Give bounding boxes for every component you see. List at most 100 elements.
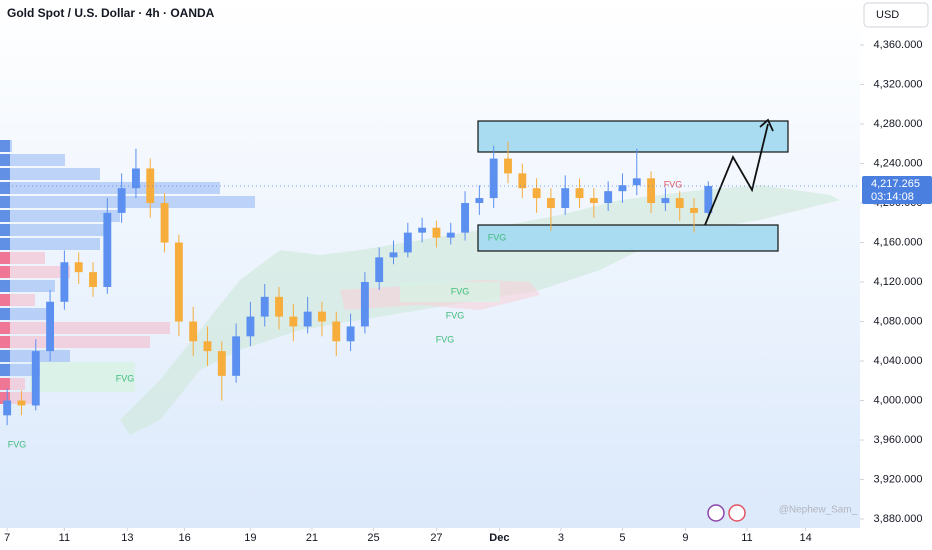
volume-bar (0, 210, 10, 222)
candle-body (575, 188, 584, 199)
y-tick-label: 3,960.000 (874, 434, 923, 446)
candle-body (103, 212, 112, 287)
volume-bar (0, 238, 100, 250)
candle-body (418, 227, 427, 233)
volume-bar (0, 280, 55, 292)
candle-body (589, 198, 598, 204)
price-axis (860, 0, 932, 550)
candle-body (504, 158, 512, 174)
candle-body (17, 400, 26, 406)
y-tick-label: 4,000.000 (874, 394, 923, 406)
candle-body (174, 242, 183, 322)
candle-body (232, 336, 241, 376)
fvg-label: FVG (116, 373, 135, 383)
candle-body (318, 311, 326, 322)
volume-bar (0, 140, 10, 152)
candle-body (74, 262, 83, 273)
candle-body (675, 198, 684, 208)
volume-bar (0, 364, 10, 376)
y-tick-label: 4,240.000 (874, 157, 923, 169)
candle-body (275, 296, 283, 317)
candle-body (246, 316, 255, 337)
volume-bar (0, 322, 170, 334)
x-tick-label: 3 (558, 532, 564, 544)
y-tick-label: 4,320.000 (874, 78, 923, 90)
candle-body (632, 178, 641, 186)
y-tick-label: 3,880.000 (874, 513, 923, 525)
volume-bar (0, 322, 10, 334)
candle-body (117, 188, 126, 213)
candle-body (217, 351, 226, 376)
candle-body (546, 198, 555, 208)
x-tick-label: 9 (682, 532, 688, 544)
volume-bar (0, 266, 70, 278)
candle-body (446, 232, 455, 238)
candle-body (475, 198, 484, 204)
volume-bar (0, 252, 45, 264)
candle-body (60, 262, 69, 302)
candle-body (432, 227, 441, 238)
candle-body (160, 203, 169, 243)
projection-arrow (704, 123, 769, 226)
y-tick-label: 3,920.000 (874, 473, 923, 485)
candle-body (704, 185, 713, 213)
event-icon[interactable] (707, 504, 725, 522)
fvg-zone (30, 362, 135, 392)
volume-bar (0, 210, 120, 222)
volume-bar (0, 294, 10, 306)
last-price-box (862, 175, 932, 204)
fvg-zone (400, 282, 500, 302)
candle-body (346, 326, 355, 342)
volume-bar (0, 266, 10, 278)
fvg-label: FVG (436, 334, 455, 344)
volume-bar (0, 196, 255, 208)
volume-bar (0, 154, 10, 166)
candle-body (461, 203, 469, 233)
volume-bar (0, 238, 10, 250)
fvg-label: FVG (8, 439, 27, 449)
candle-body (303, 311, 312, 327)
candle-body (3, 400, 12, 416)
x-tick-label: 11 (741, 532, 752, 544)
fvg-label: FVG (451, 286, 470, 296)
volume-bar (0, 392, 10, 404)
y-tick-label: 4,160.000 (874, 236, 923, 248)
candles (3, 141, 713, 426)
x-tick-label: 11 (59, 532, 70, 544)
volume-bar (0, 308, 50, 320)
fvg-label: FVG (664, 179, 683, 189)
volume-bar (0, 252, 10, 264)
candle-body (360, 282, 369, 327)
candle-body (203, 341, 212, 352)
candle-body (289, 316, 298, 327)
candle-body (647, 178, 656, 204)
resistance-zone (477, 120, 789, 153)
candle-body (375, 257, 384, 283)
y-tick-label: 4,360.000 (874, 39, 923, 51)
x-tick-label: 7 (4, 532, 10, 544)
candle-body (189, 321, 198, 342)
volume-bar (0, 336, 150, 348)
volume-bar (0, 224, 10, 236)
candle-body (31, 351, 40, 406)
candle-body (604, 191, 613, 204)
y-tick-label: 4,280.000 (874, 118, 923, 130)
y-tick-label: 4,120.000 (874, 276, 923, 288)
candle-body (89, 272, 97, 287)
candle-body (332, 321, 341, 342)
candle-body (661, 198, 670, 204)
candle-body (146, 168, 155, 204)
chart-title: Gold Spot / U.S. Dollar · 4h · OANDA (7, 6, 215, 20)
x-tick-label: 16 (178, 532, 190, 544)
currency-box[interactable] (863, 2, 929, 28)
volume-bar (0, 336, 10, 348)
event-icon[interactable] (728, 504, 746, 522)
candle-body (518, 173, 527, 189)
volume-bar (0, 182, 10, 194)
volume-bar (0, 182, 220, 194)
candle-body (389, 252, 398, 258)
volume-profile (0, 140, 255, 404)
y-tick-label: 4,080.000 (874, 315, 923, 327)
